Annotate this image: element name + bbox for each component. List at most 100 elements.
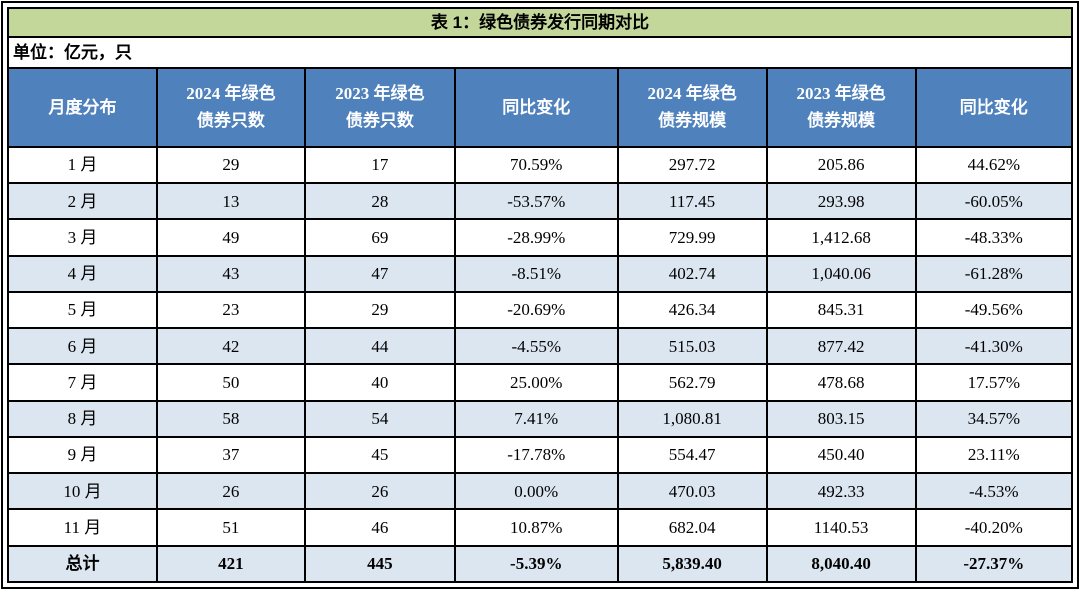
table-cell: 478.68	[765, 363, 917, 402]
table-cell: 7.41%	[453, 399, 619, 438]
month-row: 4 月 43 47 -8.51% 402.74 1,040.06 -61.28%	[7, 254, 1074, 293]
table-cell: 54	[303, 399, 456, 438]
total-row: 总计 421 445 -5.39% 5,839.40 8,040.40 -27.37%	[7, 544, 1074, 584]
table-cell: 37	[155, 435, 306, 475]
table-cell: 17.57%	[914, 363, 1074, 402]
table-cell: 554.47	[616, 435, 768, 475]
table-cell: 2 月	[7, 182, 158, 221]
month-row: 8 月 58 54 7.41% 1,080.81 803.15 34.57%	[7, 399, 1074, 438]
table-cell: 29	[155, 145, 306, 185]
table-cell: 205.86	[765, 145, 917, 185]
table-cell: -20.69%	[453, 290, 619, 330]
header-2023-count: 2023 年绿色 债券只数	[303, 67, 456, 148]
table-cell: 25.00%	[453, 363, 619, 402]
table-cell: 70.59%	[453, 145, 619, 185]
table-cell: 6 月	[7, 327, 158, 366]
month-row: 2 月 13 28 -53.57% 117.45 293.98 -60.05%	[7, 182, 1074, 221]
header-month: 月度分布	[7, 67, 158, 148]
table-cell: 293.98	[765, 182, 917, 221]
table-cell: -60.05%	[914, 182, 1074, 221]
table-cell: 50	[155, 363, 306, 402]
table-cell: 450.40	[765, 435, 917, 475]
table-cell: 69	[303, 218, 456, 257]
table-cell: 40	[303, 363, 456, 402]
header-2023-scale: 2023 年绿色 债券规模	[765, 67, 917, 148]
table-cell: 7 月	[7, 363, 158, 402]
table-cell: 42	[155, 327, 306, 366]
table-cell: 28	[303, 182, 456, 221]
table-cell: 445	[303, 544, 456, 584]
table-cell: 总计	[7, 544, 158, 584]
table-cell: 58	[155, 399, 306, 438]
header-2024-count: 2024 年绿色 债券只数	[155, 67, 306, 148]
table-cell: 5 月	[7, 290, 158, 330]
table-cell: 51	[155, 508, 306, 547]
table-cell: -28.99%	[453, 218, 619, 257]
header-2024-scale: 2024 年绿色 债券规模	[616, 67, 768, 148]
table-cell: 8 月	[7, 399, 158, 438]
table-cell: 23	[155, 290, 306, 330]
table-cell: 877.42	[765, 327, 917, 366]
table-cell: 17	[303, 145, 456, 185]
table-cell: -53.57%	[453, 182, 619, 221]
table-title: 表 1：绿色债券发行同期对比	[7, 7, 1073, 38]
table-cell: 515.03	[616, 327, 768, 366]
table-cell: 1 月	[7, 145, 158, 185]
table-cell: 1,040.06	[765, 254, 917, 293]
table-header-row: 月度分布 2024 年绿色 债券只数 2023 年绿色 债券只数 同比变化 20…	[7, 67, 1074, 148]
month-row: 6 月 42 44 -4.55% 515.03 877.42 -41.30%	[7, 327, 1074, 366]
table-cell: 492.33	[765, 472, 917, 511]
month-row: 10 月 26 26 0.00% 470.03 492.33 -4.53%	[7, 472, 1074, 511]
table-cell: 470.03	[616, 472, 768, 511]
table-cell: 46	[303, 508, 456, 547]
table-cell: -17.78%	[453, 435, 619, 475]
month-row: 3 月 49 69 -28.99% 729.99 1,412.68 -48.33%	[7, 218, 1074, 257]
table-cell: 10 月	[7, 472, 158, 511]
header-yoy-change-count: 同比变化	[453, 67, 619, 148]
table-cell: -27.37%	[914, 544, 1074, 584]
table-cell: 29	[303, 290, 456, 330]
table-cell: -41.30%	[914, 327, 1074, 366]
table-cell: 297.72	[616, 145, 768, 185]
table-cell: -4.53%	[914, 472, 1074, 511]
table-cell: 44.62%	[914, 145, 1074, 185]
month-row: 9 月 37 45 -17.78% 554.47 450.40 23.11%	[7, 435, 1074, 475]
table-cell: 26	[303, 472, 456, 511]
table-cell: 729.99	[616, 218, 768, 257]
table-cell: -49.56%	[914, 290, 1074, 330]
month-row: 5 月 23 29 -20.69% 426.34 845.31 -49.56%	[7, 290, 1074, 330]
unit-note-row: 单位：亿元，只	[7, 35, 1073, 70]
table-cell: 49	[155, 218, 306, 257]
table-cell: 5,839.40	[616, 544, 768, 584]
table-cell: 0.00%	[453, 472, 619, 511]
table-cell: -5.39%	[453, 544, 619, 584]
table-cell: 1140.53	[765, 508, 917, 547]
table-cell: 3 月	[7, 218, 158, 257]
month-row: 11 月 51 46 10.87% 682.04 1140.53 -40.20%	[7, 508, 1074, 547]
table-cell: 1,412.68	[765, 218, 917, 257]
table-title-row: 表 1：绿色债券发行同期对比	[7, 7, 1073, 38]
table-cell: -48.33%	[914, 218, 1074, 257]
table-cell: 47	[303, 254, 456, 293]
table-cell: 13	[155, 182, 306, 221]
table-cell: -4.55%	[453, 327, 619, 366]
table-cell: 845.31	[765, 290, 917, 330]
table-cell: 44	[303, 327, 456, 366]
table-cell: 10.87%	[453, 508, 619, 547]
table-cell: 562.79	[616, 363, 768, 402]
month-row: 1 月 29 17 70.59% 297.72 205.86 44.62%	[7, 145, 1074, 185]
table-cell: 11 月	[7, 508, 158, 547]
table-cell: 803.15	[765, 399, 917, 438]
table-cell: 26	[155, 472, 306, 511]
table-cell: 4 月	[7, 254, 158, 293]
green-bond-comparison-table: 表 1：绿色债券发行同期对比 单位：亿元，只 月度分布 2024 年绿色 债券只…	[7, 7, 1074, 584]
table-cell: 1,080.81	[616, 399, 768, 438]
table-cell: 34.57%	[914, 399, 1074, 438]
table-cell: 8,040.40	[765, 544, 917, 584]
table-cell: 426.34	[616, 290, 768, 330]
table-cell: 117.45	[616, 182, 768, 221]
header-yoy-change-scale: 同比变化	[914, 67, 1074, 148]
table-cell: 402.74	[616, 254, 768, 293]
table-cell: 23.11%	[914, 435, 1074, 475]
